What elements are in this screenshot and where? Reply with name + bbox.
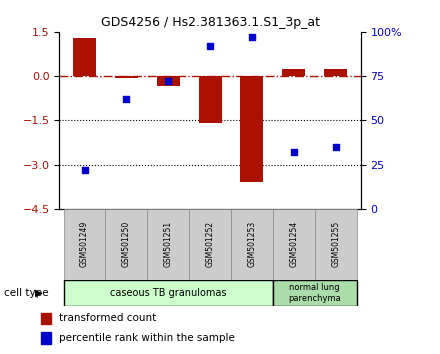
Bar (282, 69, 305, 76)
Text: GSM501250: GSM501250 (122, 221, 131, 267)
Bar (115, 76, 138, 78)
Text: GSM501253: GSM501253 (247, 221, 257, 267)
Title: GDS4256 / Hs2.381363.1.S1_3p_at: GDS4256 / Hs2.381363.1.S1_3p_at (101, 16, 319, 29)
Point (249, 34, 256, 40)
Point (81, 167, 88, 173)
Bar (324, 69, 347, 76)
Point (123, 96, 130, 102)
Text: transformed count: transformed count (59, 314, 156, 324)
FancyBboxPatch shape (315, 209, 356, 280)
FancyBboxPatch shape (273, 209, 315, 280)
Bar (73, 38, 96, 76)
FancyBboxPatch shape (106, 209, 147, 280)
FancyBboxPatch shape (64, 280, 273, 306)
Text: normal lung
parenchyma: normal lung parenchyma (288, 283, 341, 303)
FancyBboxPatch shape (189, 209, 231, 280)
Text: cell type: cell type (4, 288, 49, 298)
FancyBboxPatch shape (231, 209, 273, 280)
Text: GSM501251: GSM501251 (164, 221, 173, 267)
Bar (41, 332, 51, 344)
Text: GSM501254: GSM501254 (290, 221, 298, 267)
FancyBboxPatch shape (64, 209, 106, 280)
Text: GSM501252: GSM501252 (205, 221, 215, 267)
Point (332, 144, 339, 150)
Bar (198, 76, 222, 123)
Bar (240, 76, 264, 182)
Point (165, 79, 172, 84)
Point (207, 43, 214, 49)
Text: ▶: ▶ (35, 288, 43, 298)
Text: GSM501249: GSM501249 (80, 221, 89, 267)
Text: percentile rank within the sample: percentile rank within the sample (59, 333, 235, 343)
FancyBboxPatch shape (147, 209, 189, 280)
Text: caseous TB granulomas: caseous TB granulomas (110, 288, 227, 298)
Bar (157, 76, 180, 86)
Text: GSM501255: GSM501255 (331, 221, 340, 267)
Bar (41, 313, 51, 324)
Point (290, 149, 297, 155)
FancyBboxPatch shape (273, 280, 356, 306)
